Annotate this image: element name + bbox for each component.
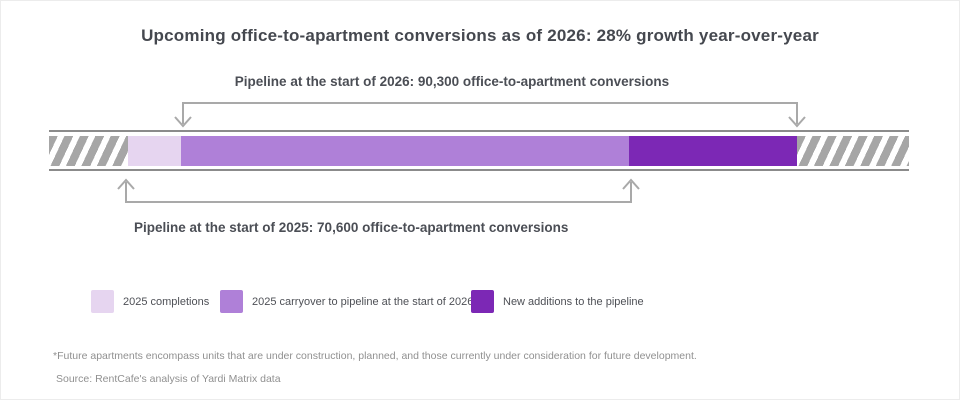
legend-swatch-completions	[91, 290, 114, 313]
segment-new-additions	[628, 136, 797, 166]
footnote: *Future apartments encompass units that …	[53, 350, 697, 362]
legend-label-completions: 2025 completions	[123, 295, 210, 308]
pipeline-2025-label: Pipeline at the start of 2025: 70,600 of…	[134, 220, 569, 235]
segment-2025-carryover	[181, 136, 629, 166]
arrow-up-left-icon	[117, 178, 135, 190]
bracket-2025	[125, 182, 632, 203]
conversion-bar	[49, 136, 909, 166]
legend-item-new-additions: New additions to the pipeline	[471, 290, 644, 313]
bar-bottom-border	[49, 169, 909, 171]
future-hatch-right	[796, 136, 909, 166]
bar-top-border	[49, 130, 909, 132]
legend-label-carryover: 2025 carryover to pipeline at the start …	[252, 295, 474, 308]
chart-title: Upcoming office-to-apartment conversions…	[141, 26, 819, 45]
bracket-2026	[182, 102, 798, 124]
segment-2025-completions	[128, 136, 181, 166]
legend-label-new-additions: New additions to the pipeline	[503, 295, 644, 308]
legend-swatch-carryover	[220, 290, 243, 313]
legend-item-carryover: 2025 carryover to pipeline at the start …	[220, 290, 473, 313]
arrow-down-right-icon	[788, 116, 806, 128]
legend-item-completions: 2025 completions	[91, 290, 209, 313]
legend-swatch-new-additions	[471, 290, 494, 313]
arrow-down-left-icon	[174, 116, 192, 128]
arrow-up-right-icon	[622, 178, 640, 190]
pipeline-2026-label: Pipeline at the start of 2026: 90,300 of…	[234, 74, 670, 89]
future-hatch-left	[49, 136, 129, 166]
source-note: Source: RentCafe's analysis of Yardi Mat…	[56, 373, 281, 385]
